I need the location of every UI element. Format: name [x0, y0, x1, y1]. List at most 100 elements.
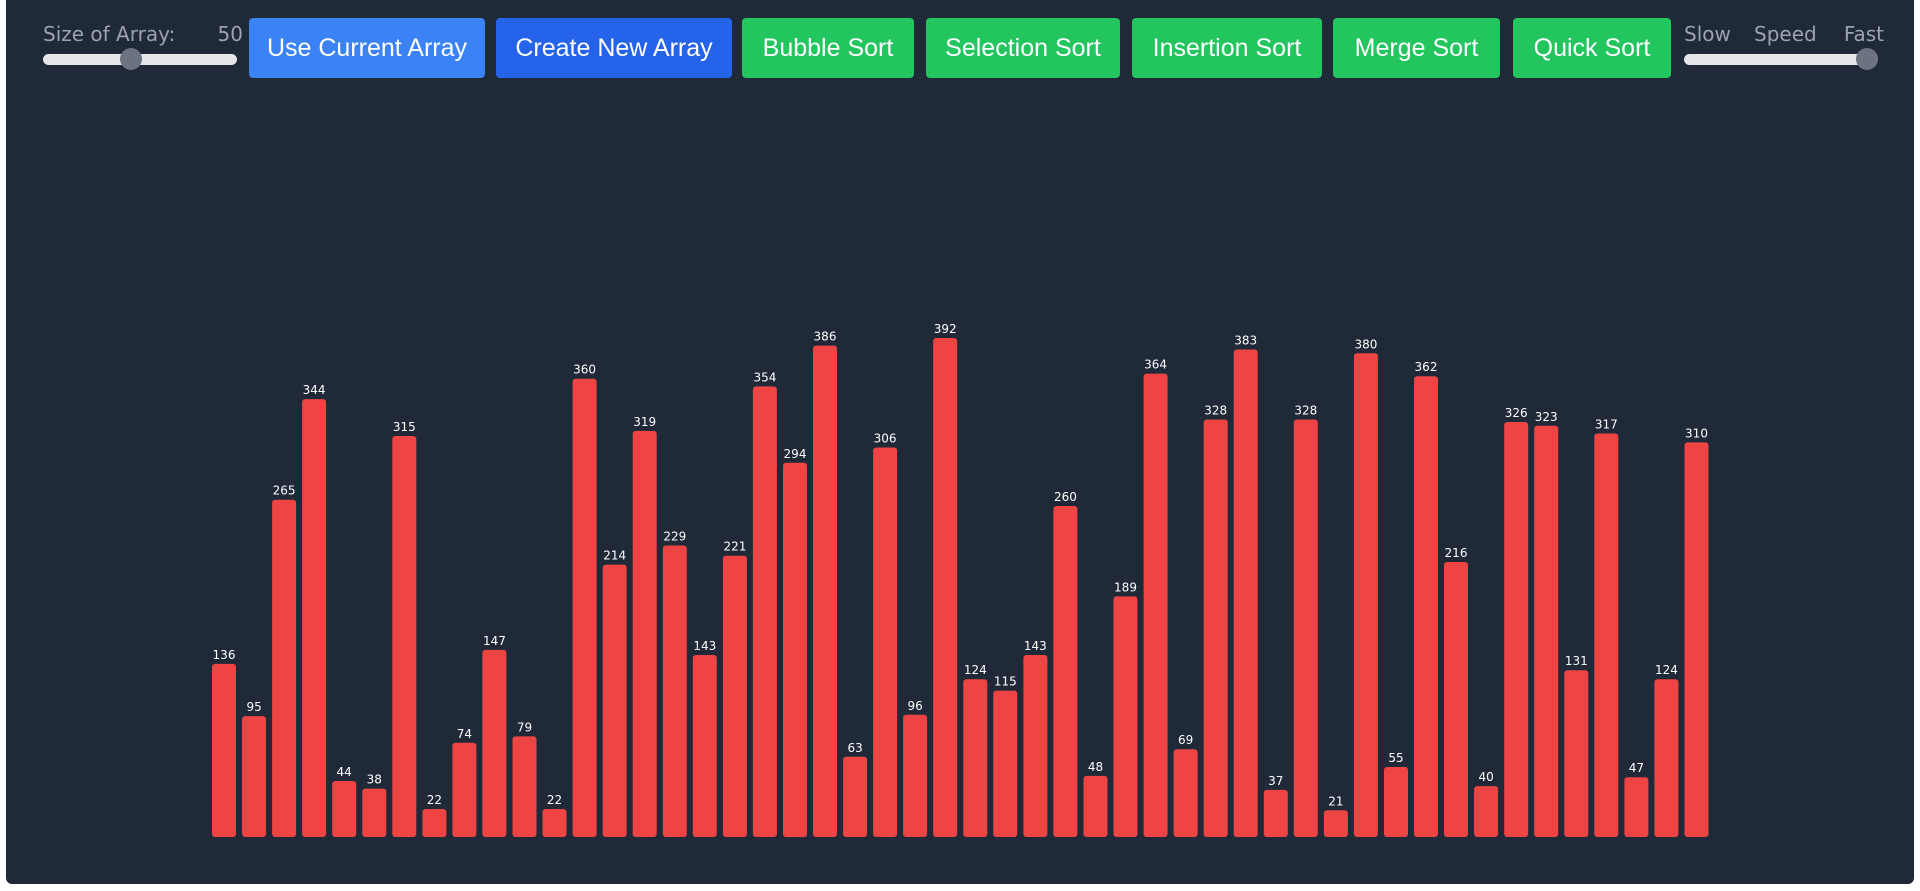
- speed-label: Speed: [1754, 22, 1817, 46]
- selection-sort-button[interactable]: Selection Sort: [926, 18, 1120, 78]
- array-bar-value: 47: [1629, 761, 1644, 775]
- bubble-sort-button[interactable]: Bubble Sort: [742, 18, 914, 78]
- array-bar-value: 383: [1234, 334, 1257, 348]
- array-bar-value: 229: [663, 530, 686, 544]
- array-bar-value: 21: [1328, 794, 1343, 808]
- merge-sort-button[interactable]: Merge Sort: [1333, 18, 1500, 78]
- array-bar-value: 317: [1595, 418, 1618, 432]
- array-bar: [302, 399, 327, 837]
- array-bar: [602, 564, 627, 837]
- array-bar-value: 124: [1655, 663, 1678, 677]
- array-bar-value: 38: [367, 773, 382, 787]
- array-bar: [1053, 506, 1078, 837]
- array-bar-value: 55: [1388, 751, 1403, 765]
- array-bar: [1023, 655, 1048, 837]
- array-size-label: Size of Array:: [43, 22, 176, 46]
- sorting-visualizer: Size of Array: 50 Use Current Array Crea…: [6, 0, 1914, 884]
- array-bar: [692, 655, 717, 837]
- array-bar: [1233, 349, 1258, 837]
- array-bar: [542, 809, 567, 837]
- array-bar: [512, 736, 537, 837]
- array-bar: [272, 499, 297, 837]
- array-bar-value: 189: [1114, 580, 1137, 594]
- toolbar: Size of Array: 50 Use Current Array Crea…: [6, 0, 1914, 90]
- array-bar-value: 216: [1445, 546, 1468, 560]
- array-bar-value: 260: [1054, 490, 1077, 504]
- array-bar: [1143, 373, 1168, 837]
- array-bar-value: 40: [1478, 770, 1493, 784]
- array-bar: [1504, 422, 1529, 837]
- array-bar: [963, 679, 988, 837]
- array-bar: [632, 430, 657, 837]
- array-bar: [332, 781, 357, 837]
- array-bar: [1474, 786, 1499, 837]
- array-bar: [392, 436, 417, 837]
- array-bar-value: 360: [573, 363, 596, 377]
- array-bar: [662, 545, 687, 837]
- array-bar: [1173, 749, 1198, 837]
- array-size-slider-thumb[interactable]: [120, 48, 143, 70]
- array-bar-value: 69: [1178, 733, 1193, 747]
- array-bar: [422, 809, 447, 837]
- array-bar-value: 386: [814, 330, 837, 344]
- array-bar-value: 380: [1354, 337, 1377, 351]
- array-bar-value: 392: [934, 322, 957, 336]
- array-bar-value: 115: [994, 675, 1017, 689]
- array-bar-value: 306: [874, 432, 897, 446]
- array-bar-value: 37: [1268, 774, 1283, 788]
- array-bar-value: 22: [427, 793, 442, 807]
- array-bar: [1564, 670, 1589, 837]
- array-bar-value: 147: [483, 634, 506, 648]
- array-bar: [783, 462, 807, 838]
- create-new-array-button[interactable]: Create New Array: [496, 18, 732, 78]
- array-bar-value: 136: [213, 648, 236, 662]
- array-bar-value: 143: [1024, 639, 1047, 653]
- quick-sort-button[interactable]: Quick Sort: [1513, 18, 1671, 78]
- array-bar-value: 48: [1088, 760, 1103, 774]
- array-size-slider[interactable]: [43, 48, 237, 70]
- array-bar-value: 265: [273, 484, 296, 498]
- array-bar: [1384, 767, 1408, 837]
- use-current-array-button[interactable]: Use Current Array: [249, 18, 485, 78]
- array-bar-value: 328: [1294, 404, 1317, 418]
- array-bar: [1534, 425, 1559, 837]
- array-bar-value: 344: [303, 383, 326, 397]
- array-bar: [1444, 562, 1468, 837]
- speed-slider-thumb[interactable]: [1856, 48, 1878, 70]
- array-bar-value: 319: [633, 415, 656, 429]
- array-bar: [873, 447, 898, 837]
- array-bar-value: 63: [847, 741, 862, 755]
- array-bars-area: 136 95 265 344 44 38 315 22 74 147 79 22 360 214 319 22…: [6, 90, 1914, 884]
- array-bar-value: 362: [1415, 360, 1438, 374]
- array-bar: [482, 649, 507, 837]
- array-bar-value: 310: [1685, 426, 1708, 440]
- array-bar: [1594, 433, 1619, 837]
- array-bar-value: 323: [1535, 410, 1558, 424]
- array-bar: [362, 788, 387, 837]
- array-bar-value: 326: [1505, 406, 1528, 420]
- array-bar-value: 74: [457, 727, 472, 741]
- array-bar-value: 354: [753, 370, 776, 384]
- speed-slider[interactable]: [1684, 48, 1878, 70]
- array-bar-value: 95: [246, 700, 261, 714]
- array-bar: [1263, 789, 1288, 837]
- array-bar: [1353, 353, 1378, 837]
- array-bar: [452, 742, 477, 837]
- array-bar-value: 328: [1204, 404, 1227, 418]
- array-bar: [993, 690, 1018, 837]
- array-bar: [1684, 442, 1709, 837]
- array-bar: [752, 386, 777, 837]
- speed-fast-label: Fast: [1843, 22, 1884, 46]
- array-bar: [1203, 419, 1228, 837]
- array-bar: [933, 338, 958, 837]
- array-bar-value: 143: [693, 639, 716, 653]
- insertion-sort-button[interactable]: Insertion Sort: [1132, 18, 1322, 78]
- array-bar: [1293, 419, 1318, 837]
- array-bar-value: 315: [393, 420, 416, 434]
- array-bar-value: 124: [964, 663, 987, 677]
- array-bar-value: 131: [1565, 654, 1588, 668]
- array-bar-value: 221: [723, 540, 746, 554]
- array-bar: [1083, 775, 1108, 837]
- array-bar: [1654, 679, 1679, 837]
- array-bar-value: 22: [547, 793, 562, 807]
